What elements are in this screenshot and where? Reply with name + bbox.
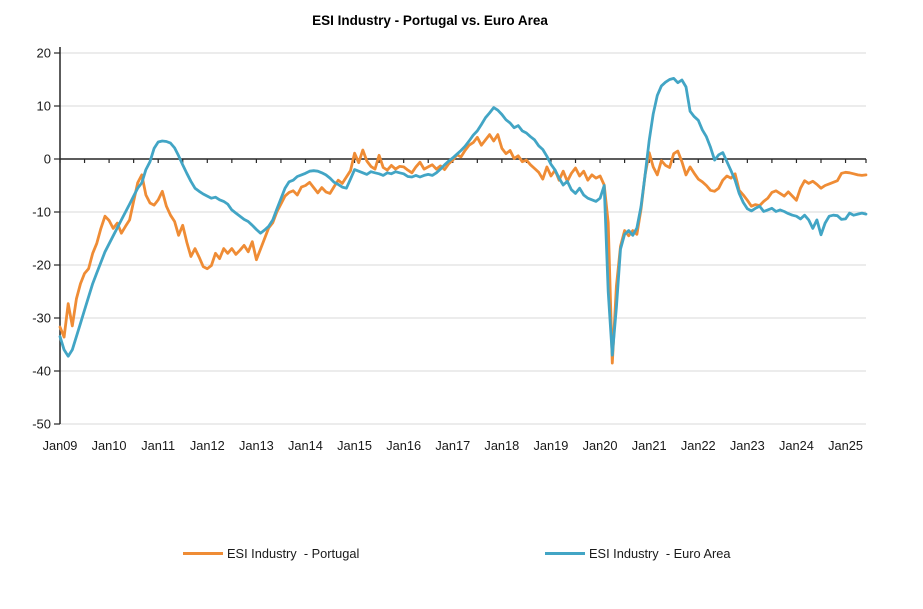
y-axis-tick-label: 20 <box>37 46 51 61</box>
x-axis-tick-label: Jan09 <box>43 438 78 453</box>
y-axis-tick-label: -50 <box>32 417 51 432</box>
x-axis-tick-label: Jan20 <box>583 438 618 453</box>
y-axis-tick-label: -30 <box>32 311 51 326</box>
y-axis-tick-label: -20 <box>32 258 51 273</box>
legend-label-portugal: ESI Industry - Portugal <box>227 545 360 561</box>
x-axis-tick-label: Jan11 <box>141 438 175 453</box>
x-axis-tick-label: Jan22 <box>681 438 716 453</box>
chart-title: ESI Industry - Portugal vs. Euro Area <box>312 13 548 28</box>
x-axis-tick-label: Jan25 <box>828 438 863 453</box>
legend-label-euro-area: ESI Industry - Euro Area <box>589 545 731 561</box>
x-axis-tick-label: Jan13 <box>239 438 274 453</box>
x-axis-tick-label: Jan15 <box>337 438 372 453</box>
x-axis-tick-label: Jan17 <box>435 438 470 453</box>
portugal-line-swatch <box>183 551 223 555</box>
x-axis-tick-label: Jan19 <box>534 438 569 453</box>
x-axis-tick-label: Jan14 <box>288 438 323 453</box>
x-axis-tick-label: Jan24 <box>779 438 814 453</box>
legend-item-euro-area: ESI Industry - Euro Area <box>545 543 731 563</box>
euro-area-line-swatch <box>545 551 585 555</box>
x-axis-tick-label: Jan21 <box>632 438 667 453</box>
x-axis-tick-label: Jan18 <box>484 438 519 453</box>
y-axis-tick-label: -10 <box>32 205 51 220</box>
series-line-portugal <box>58 133 868 365</box>
x-axis-tick-label: Jan12 <box>190 438 225 453</box>
x-axis-tick-label: Jan10 <box>92 438 127 453</box>
y-axis-tick-label: -40 <box>32 364 51 379</box>
y-axis-tick-label: 0 <box>44 152 51 167</box>
series-line-euro-area <box>58 77 868 358</box>
legend: ESI Industry - Portugal ESI Industry - E… <box>0 543 923 563</box>
x-axis-tick-label: Jan16 <box>386 438 421 453</box>
x-axis-tick-label: Jan23 <box>730 438 765 453</box>
y-axis-tick-label: 10 <box>37 99 51 114</box>
legend-item-portugal: ESI Industry - Portugal <box>183 543 359 563</box>
